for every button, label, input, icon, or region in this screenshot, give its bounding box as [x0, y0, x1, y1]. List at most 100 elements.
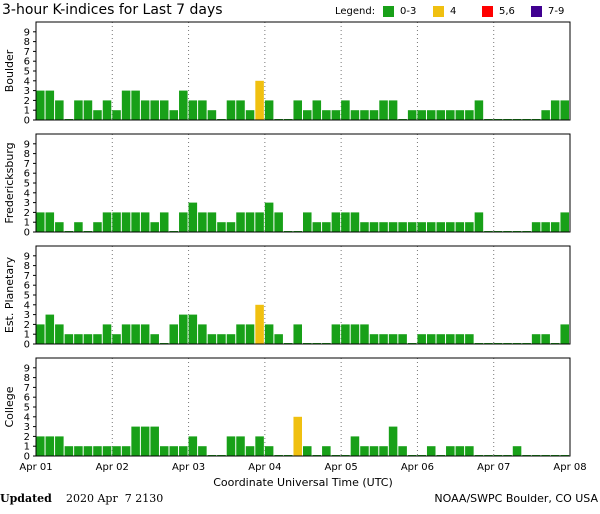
y-tick-label: 3 — [24, 310, 30, 321]
bar — [226, 334, 236, 344]
bar — [369, 446, 379, 456]
bar — [255, 304, 264, 344]
bar — [369, 334, 379, 344]
bar — [45, 212, 55, 232]
legend-swatch — [531, 6, 542, 17]
bar — [36, 212, 45, 232]
bar — [398, 222, 407, 232]
bar — [360, 324, 369, 344]
bar — [226, 100, 236, 120]
bar — [446, 222, 455, 232]
y-tick-label: 9 — [24, 139, 30, 150]
bar — [465, 222, 474, 232]
bar — [102, 446, 112, 456]
bar — [436, 110, 446, 120]
bar — [350, 212, 360, 232]
y-tick-label: 0 — [24, 340, 30, 351]
plot-frame — [35, 357, 571, 457]
bar — [512, 446, 522, 456]
legend-label: 0-3 — [400, 6, 416, 17]
y-tick-label: 6 — [24, 57, 30, 68]
bar — [455, 334, 465, 344]
bar — [465, 446, 474, 456]
bar — [159, 446, 169, 456]
bar — [541, 110, 550, 120]
y-tick-label: 7 — [24, 47, 30, 58]
bar — [264, 446, 274, 456]
bar — [541, 222, 550, 232]
bar — [379, 334, 388, 344]
bar — [64, 334, 74, 344]
bar — [303, 446, 312, 456]
bar — [169, 110, 179, 120]
y-tick-label: 6 — [24, 281, 30, 292]
y-tick-label: 1 — [24, 442, 30, 453]
bar — [474, 212, 484, 232]
bar — [198, 324, 207, 344]
bar — [140, 324, 150, 344]
y-axis-label: Est. Planetary — [3, 256, 16, 333]
plot-frame — [35, 21, 571, 121]
bar — [322, 446, 331, 456]
bar — [45, 90, 55, 120]
bar — [341, 324, 350, 344]
bar — [55, 100, 64, 120]
y-tick-label: 4 — [24, 76, 30, 87]
bar — [465, 110, 474, 120]
bar — [131, 324, 140, 344]
bar — [350, 436, 360, 456]
bar — [150, 222, 159, 232]
bar — [93, 110, 102, 120]
bar — [379, 446, 388, 456]
bar — [560, 212, 569, 232]
legend-label: 7-9 — [548, 6, 564, 17]
y-tick-label: 2 — [24, 320, 30, 331]
bar — [226, 222, 236, 232]
bar — [131, 212, 140, 232]
bar — [74, 446, 83, 456]
y-tick-label: 4 — [24, 300, 30, 311]
bar — [388, 222, 398, 232]
bar — [74, 334, 83, 344]
bar — [303, 212, 312, 232]
y-tick-label: 1 — [24, 106, 30, 117]
bar — [236, 324, 245, 344]
bar — [121, 446, 131, 456]
bar — [198, 212, 207, 232]
x-tick-label: Apr 02 — [96, 462, 129, 473]
bar — [102, 324, 112, 344]
bar — [293, 324, 302, 344]
bar — [446, 334, 455, 344]
bar — [83, 100, 93, 120]
bar — [36, 324, 45, 344]
bar — [45, 436, 55, 456]
bar — [245, 110, 255, 120]
bar — [474, 100, 484, 120]
legend-label: 4 — [450, 6, 456, 17]
legend-swatch — [433, 6, 444, 17]
bar — [36, 90, 45, 120]
bar — [531, 222, 541, 232]
bar — [531, 334, 541, 344]
bar — [150, 100, 159, 120]
bar — [274, 212, 283, 232]
y-tick-label: 6 — [24, 169, 30, 180]
bar — [121, 90, 131, 120]
bar — [550, 222, 560, 232]
bar — [179, 212, 188, 232]
bar — [446, 110, 455, 120]
bar — [55, 324, 64, 344]
bar — [140, 426, 150, 456]
y-tick-label: 8 — [24, 373, 30, 384]
bar — [446, 446, 455, 456]
bar — [264, 202, 274, 232]
bar — [293, 100, 302, 120]
bar — [245, 446, 255, 456]
bar — [207, 212, 217, 232]
y-tick-label: 5 — [24, 179, 30, 190]
bar — [426, 334, 436, 344]
bar — [74, 222, 83, 232]
bar — [341, 100, 350, 120]
bar — [417, 334, 426, 344]
